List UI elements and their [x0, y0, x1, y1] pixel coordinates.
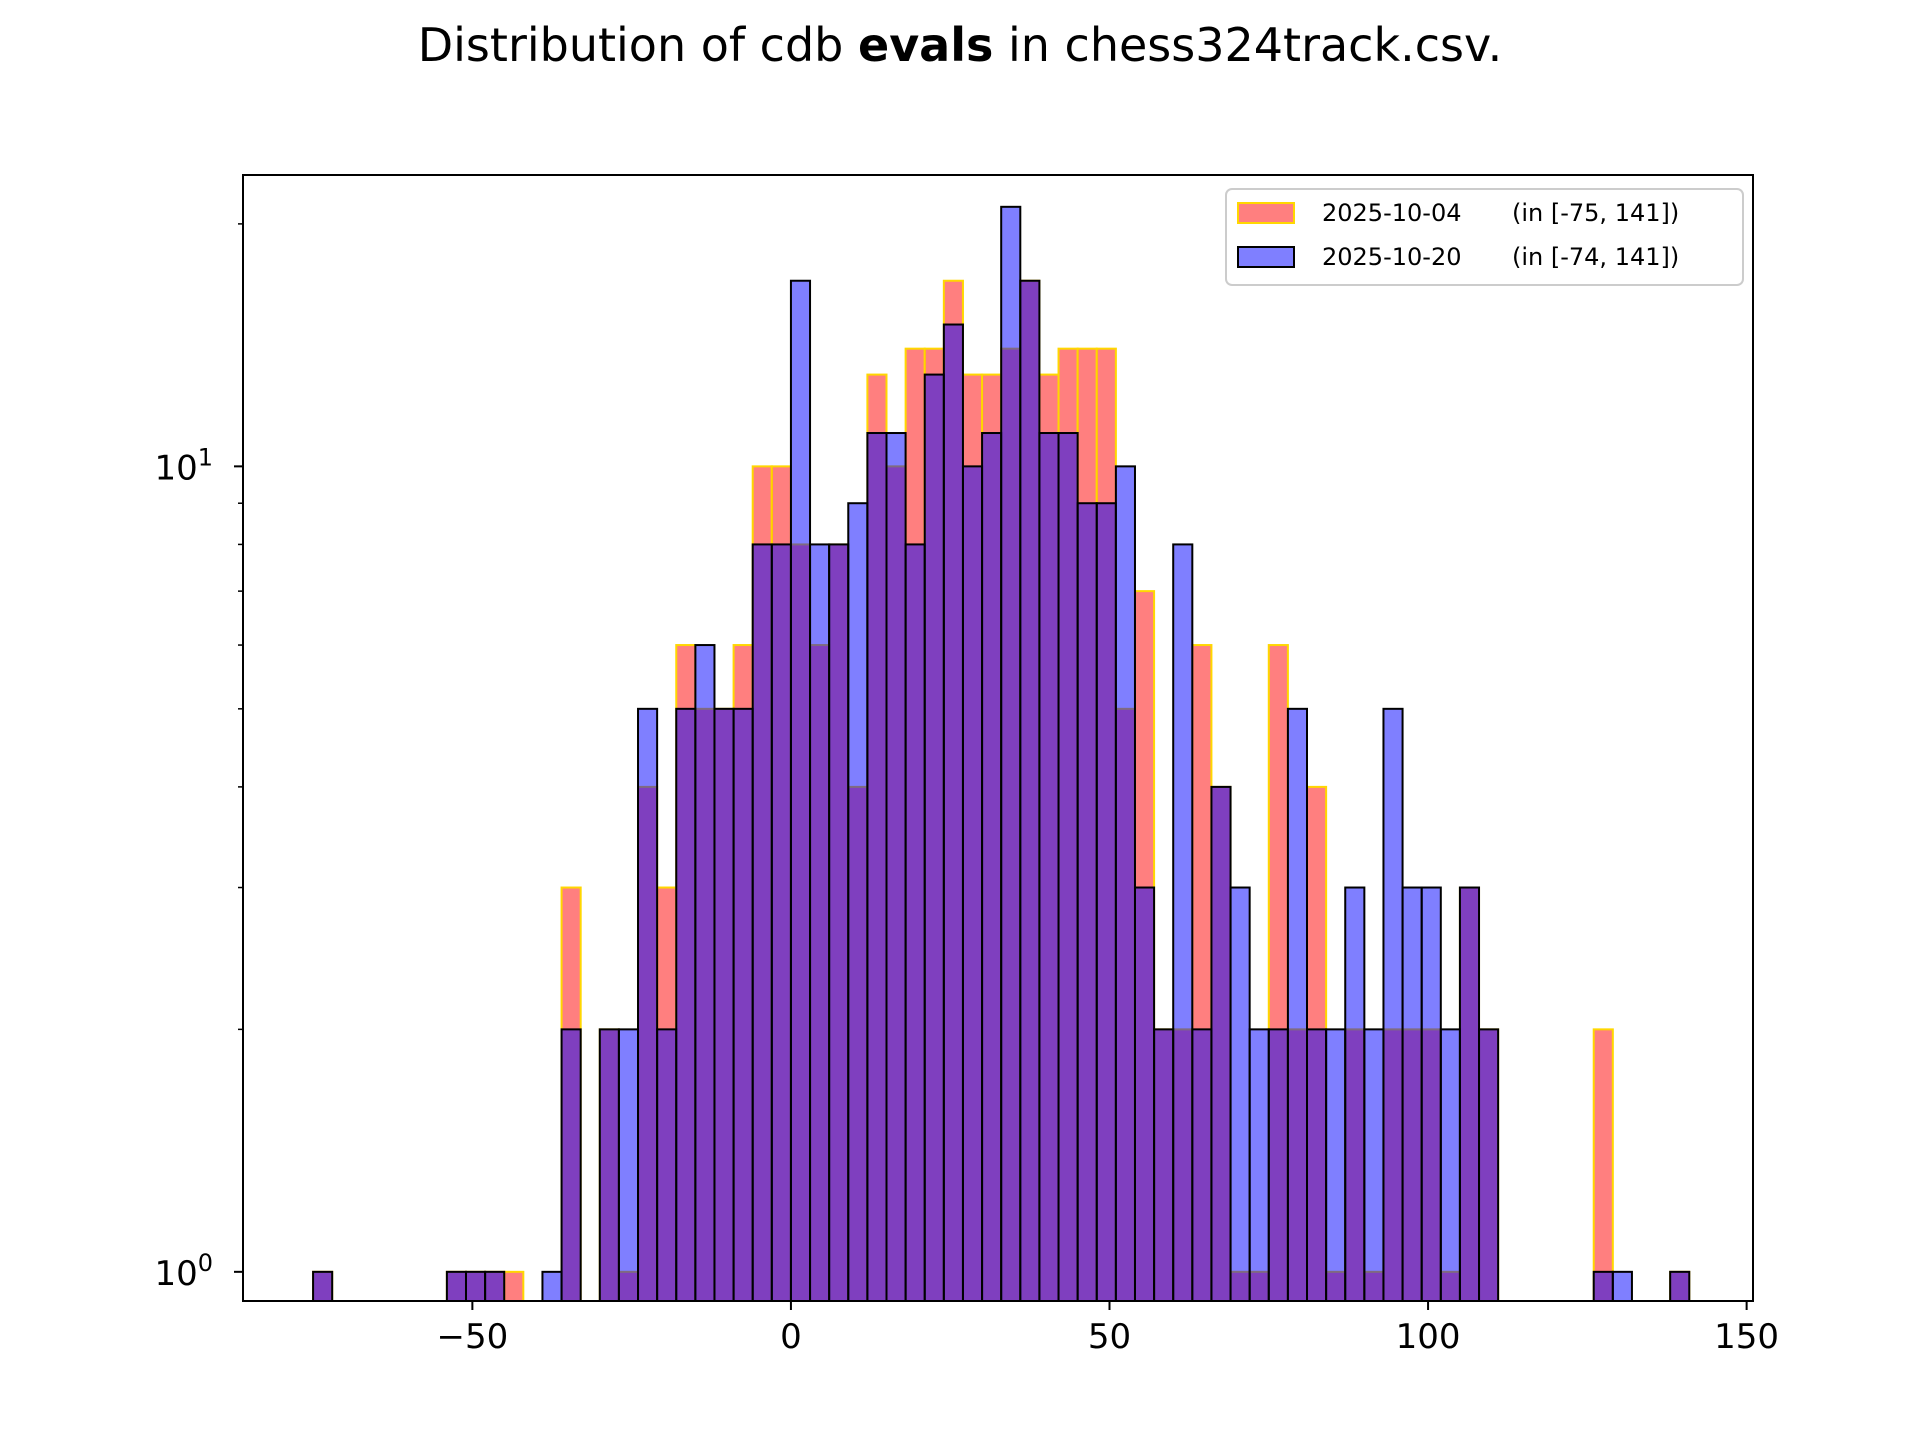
- histogram-bar: [789, 279, 812, 1302]
- histogram-bar: [484, 1270, 506, 1302]
- histogram-bar: [1000, 205, 1022, 1303]
- legend-swatch: [1237, 202, 1295, 224]
- histogram-bar: [770, 543, 792, 1302]
- histogram-bar: [809, 543, 831, 1302]
- histogram-bar: [828, 543, 850, 1302]
- histogram-bar: [1191, 1028, 1213, 1302]
- histogram-bar: [675, 707, 697, 1302]
- histogram-bar: [1420, 886, 1442, 1303]
- histogram-bar: [656, 1028, 678, 1302]
- histogram-bar: [1286, 707, 1309, 1302]
- x-tick-label: 100: [1396, 1317, 1461, 1357]
- y-tick-label: 101: [154, 443, 213, 488]
- histogram-bar: [1248, 1028, 1270, 1302]
- histogram-bar: [1306, 1028, 1328, 1302]
- histogram-bar: [1478, 1028, 1500, 1302]
- histogram-bar: [904, 543, 926, 1302]
- chart-title-suffix: in chess324track.csv.: [993, 18, 1503, 72]
- histogram-bar: [1592, 1270, 1614, 1302]
- histogram-bar: [1133, 886, 1156, 1303]
- x-tick-label: −50: [436, 1317, 508, 1357]
- histogram-bar: [503, 1270, 525, 1302]
- histogram-bar: [694, 644, 716, 1302]
- histogram-bar: [1153, 1028, 1175, 1302]
- histogram-bar: [1401, 886, 1423, 1303]
- histogram-bar: [1172, 543, 1194, 1302]
- legend-label: 2025-10-20 (in [-74, 141]): [1322, 243, 1679, 271]
- histogram-bar: [1439, 1028, 1461, 1302]
- histogram-bar: [751, 543, 773, 1302]
- histogram-bar: [1267, 1028, 1289, 1302]
- histogram-bar: [961, 465, 984, 1302]
- histogram-bar: [465, 1270, 487, 1302]
- histogram-bar: [598, 1028, 620, 1302]
- legend-box: [1225, 188, 1744, 286]
- histogram-bar: [942, 323, 964, 1302]
- axes-frame: [242, 174, 1754, 1302]
- legend-label: 2025-10-04 (in [-75, 141]): [1322, 199, 1679, 227]
- histogram-bar: [1210, 785, 1232, 1302]
- x-tick-label: 150: [1714, 1317, 1779, 1357]
- histogram-bar: [312, 1270, 334, 1302]
- histogram-bar: [1057, 432, 1079, 1302]
- histogram-bar: [866, 432, 888, 1302]
- histogram-bar: [1095, 502, 1117, 1303]
- chart-title-prefix: Distribution of cdb: [417, 18, 858, 72]
- histogram-bar: [713, 707, 735, 1302]
- histogram-bar: [1114, 465, 1136, 1302]
- histogram-bar: [541, 1270, 563, 1302]
- histogram-bar: [1076, 502, 1098, 1303]
- histogram-bar: [1038, 432, 1060, 1302]
- histogram-bar: [1363, 1028, 1385, 1302]
- histogram-bar: [885, 432, 907, 1302]
- x-tick-label: 50: [1088, 1317, 1131, 1357]
- legend-swatch: [1237, 246, 1295, 268]
- histogram-bar: [617, 1028, 640, 1302]
- histogram-bar: [1019, 279, 1041, 1302]
- histogram-bar: [1382, 707, 1404, 1302]
- histogram-bar: [1611, 1270, 1633, 1302]
- histogram-bar: [1669, 1270, 1691, 1302]
- histogram-bar: [637, 707, 659, 1302]
- histogram-bar: [847, 502, 869, 1303]
- histogram-bar: [923, 373, 945, 1302]
- chart-title: Distribution of cdb evals in chess324tra…: [0, 18, 1920, 72]
- histogram-bar: [1458, 886, 1481, 1303]
- series-2-bars: [312, 205, 1691, 1303]
- histogram-bar: [1592, 1028, 1614, 1302]
- histogram-bar: [1229, 886, 1251, 1303]
- chart-title-bold: evals: [858, 18, 994, 72]
- histogram-bar: [560, 1028, 582, 1302]
- histogram-bar: [1325, 1028, 1347, 1302]
- histogram-bar: [445, 1270, 467, 1302]
- histogram-bar: [732, 707, 754, 1302]
- x-tick-label: 0: [780, 1317, 802, 1357]
- histogram-bar: [981, 432, 1003, 1302]
- histogram-bar: [1344, 886, 1366, 1303]
- y-tick-label: 100: [154, 1249, 213, 1294]
